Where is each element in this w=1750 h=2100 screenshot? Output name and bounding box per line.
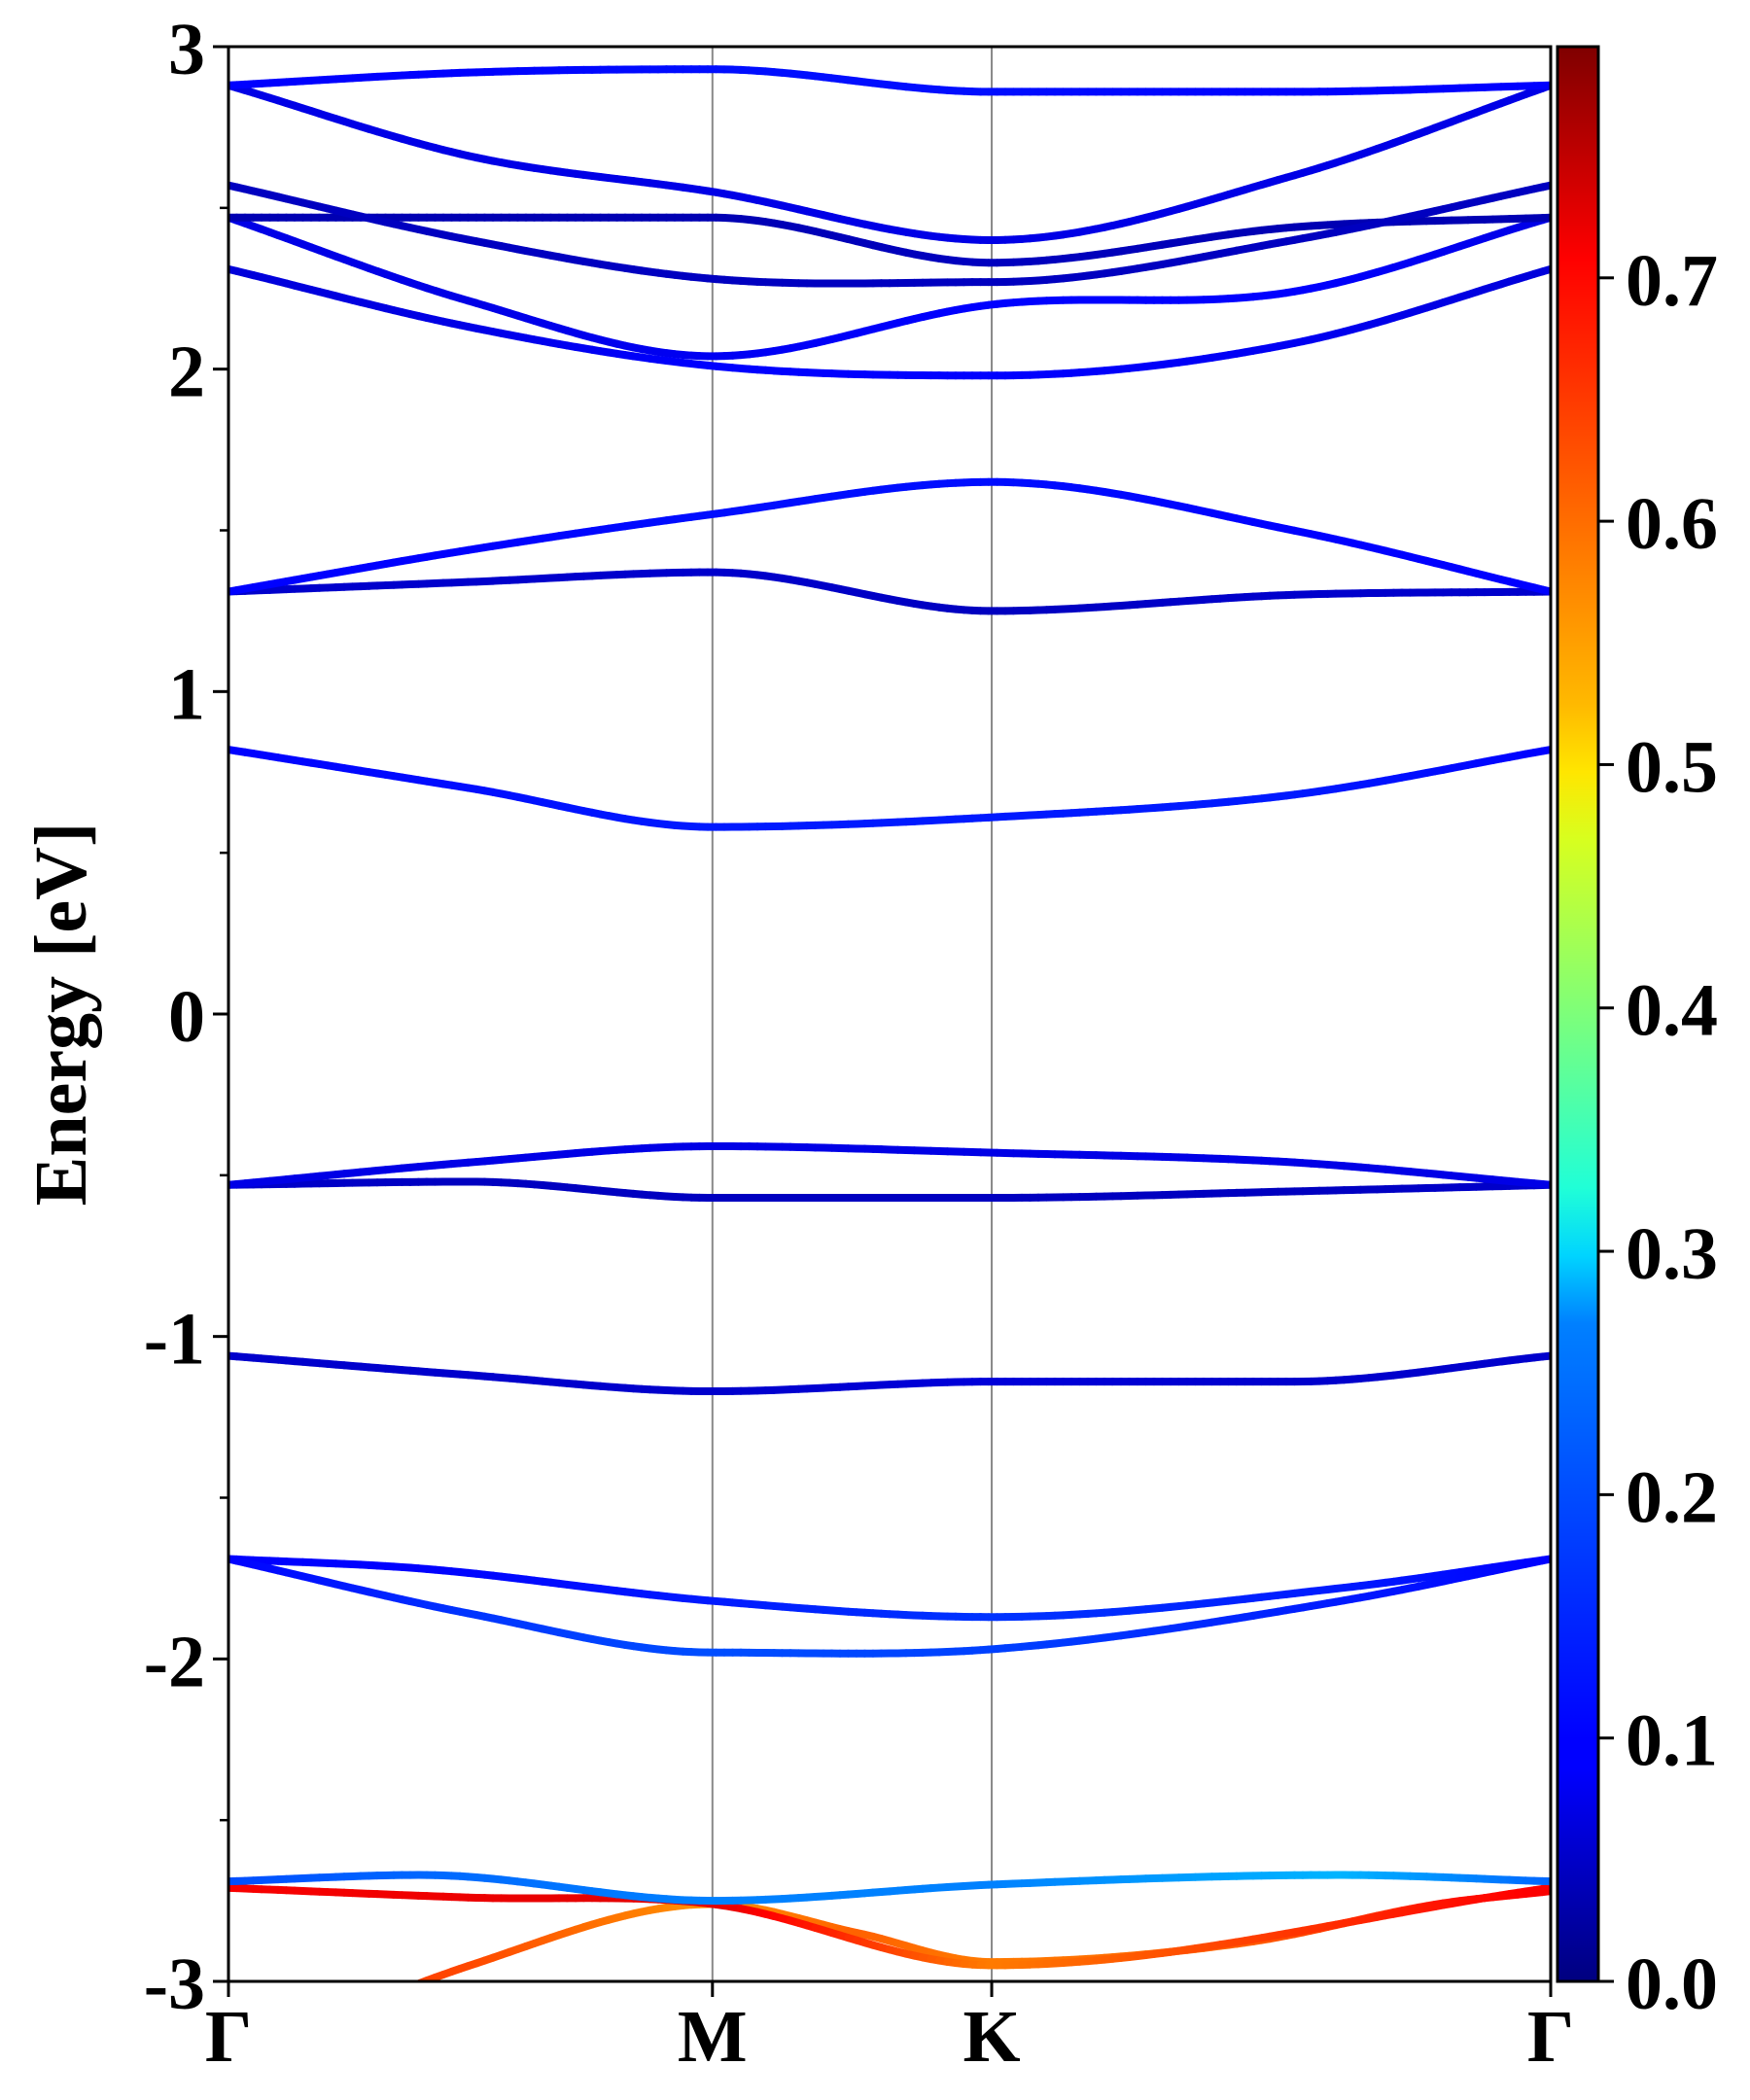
x-tick-label: Γ xyxy=(205,1996,252,2078)
band-segment xyxy=(328,2017,336,2021)
band-13 xyxy=(228,213,1551,361)
colorbar-tick-label: 0.1 xyxy=(1626,1700,1718,1782)
y-tick-label: -1 xyxy=(144,1299,205,1381)
y-tick-label: 1 xyxy=(168,653,205,735)
band-segment xyxy=(402,1987,411,1990)
band-7 xyxy=(228,1177,1551,1203)
y-tick-label: -2 xyxy=(144,1621,205,1702)
band-5 xyxy=(228,1555,1551,1658)
band-segment xyxy=(278,2038,287,2042)
band-segment xyxy=(394,1990,402,1993)
bands xyxy=(228,65,1551,2052)
x-tick-label: Γ xyxy=(1527,1996,1574,2078)
colorbar-tick-label: 0.6 xyxy=(1626,483,1718,565)
band-segment xyxy=(413,1979,422,1981)
band-segment xyxy=(303,2028,312,2032)
y-axis: 3 2 1 0 -1 -2 -3 xyxy=(144,9,228,2025)
band-9 xyxy=(228,746,1551,831)
band-segment xyxy=(344,2011,353,2014)
y-tick-label: 0 xyxy=(168,976,205,1058)
band-3 xyxy=(228,1871,1551,1906)
band-12 xyxy=(228,264,1551,380)
band-14 xyxy=(228,213,1551,267)
band-17 xyxy=(228,65,1551,96)
band-segment xyxy=(311,2024,320,2028)
colorbar-gradient xyxy=(1556,45,1600,1983)
band-segment xyxy=(369,2000,378,2003)
colorbar-tick-label: 0.2 xyxy=(1626,1456,1718,1538)
colorbar-tick-label: 0.5 xyxy=(1626,726,1718,808)
y-axis-label: Energy [eV] xyxy=(20,822,102,1207)
colorbar-tick-label: 0.7 xyxy=(1626,240,1718,322)
band-16 xyxy=(228,81,1551,244)
band-segment xyxy=(270,2042,279,2046)
band-8 xyxy=(228,1141,1551,1189)
colorbar: 0.0 0.1 0.2 0.3 0.4 0.5 0.6 0.7 xyxy=(1556,45,1718,2025)
band-10 xyxy=(228,568,1551,615)
band-15 xyxy=(228,181,1551,288)
band-1 xyxy=(254,1887,1551,2052)
band-segment xyxy=(320,2020,329,2024)
band-segment xyxy=(336,2013,345,2017)
colorbar-tick-label: 0.4 xyxy=(1626,970,1718,1052)
y-tick-label: 3 xyxy=(168,9,205,90)
band-segment xyxy=(377,1997,386,2000)
band-11 xyxy=(228,477,1551,596)
band-segment xyxy=(287,2035,296,2039)
y-tick-label: 2 xyxy=(168,332,205,413)
y-tick-label: -3 xyxy=(144,1943,205,2025)
band-segment xyxy=(386,1993,395,1996)
band-segment xyxy=(361,2004,369,2008)
colorbar-ticks: 0.0 0.1 0.2 0.3 0.4 0.5 0.6 0.7 xyxy=(1598,240,1718,2025)
plot-frame xyxy=(227,45,1553,1983)
colorbar-tick-label: 0.3 xyxy=(1626,1213,1718,1295)
band-segment xyxy=(353,2007,362,2011)
colorbar-tick-label: 0.0 xyxy=(1626,1943,1718,2025)
x-tick-label: K xyxy=(962,1996,1020,2078)
x-tick-label: M xyxy=(678,1996,748,2078)
band-2 xyxy=(228,1883,1551,1970)
band-segment xyxy=(262,2045,270,2048)
band-6 xyxy=(228,1351,1551,1396)
band-segment xyxy=(254,2048,262,2052)
band-segment xyxy=(295,2031,303,2035)
